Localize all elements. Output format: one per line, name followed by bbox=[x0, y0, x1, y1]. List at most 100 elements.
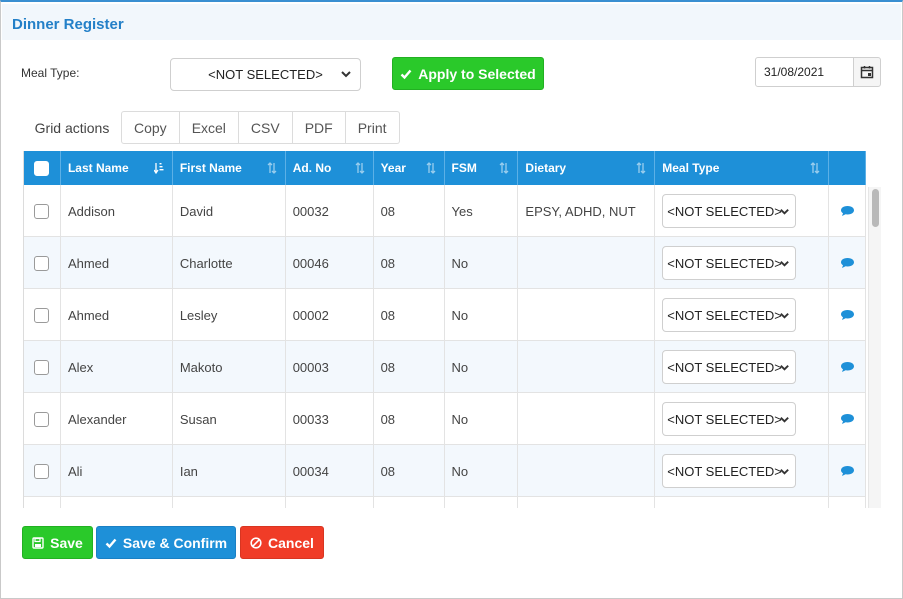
cell-dietary bbox=[518, 289, 656, 341]
copy-button[interactable]: Copy bbox=[121, 111, 180, 144]
sort-icon bbox=[810, 162, 820, 174]
save-confirm-button[interactable]: Save & Confirm bbox=[96, 526, 236, 559]
apply-to-selected-label: Apply to Selected bbox=[418, 65, 536, 82]
students-grid: Last Name First Name Ad. No Year FSM Die… bbox=[23, 151, 866, 508]
meal-type-select[interactable]: <NOT SELECTED> bbox=[170, 58, 361, 91]
column-year[interactable]: Year bbox=[374, 151, 445, 185]
apply-to-selected-button[interactable]: Apply to Selected bbox=[392, 57, 544, 90]
row-checkbox[interactable] bbox=[34, 255, 50, 271]
row-meal-type-value: <NOT SELECTED> bbox=[667, 463, 782, 479]
column-first-name[interactable]: First Name bbox=[173, 151, 286, 185]
cell-year: 08 bbox=[374, 237, 445, 289]
cell-first-name: Makoto bbox=[173, 341, 286, 393]
table-row: Ahmed Charlotte 00046 08 No <NOT SELECTE… bbox=[24, 237, 866, 289]
save-button[interactable]: Save bbox=[22, 526, 93, 559]
meal-type-select-value: <NOT SELECTED> bbox=[208, 67, 323, 82]
sort-ascending-icon bbox=[153, 163, 164, 174]
table-row: Alexander Susan 00033 08 No <NOT SELECTE… bbox=[24, 393, 866, 445]
cell-comment bbox=[829, 393, 866, 445]
cell-meal-type: <NOT SELECTED> bbox=[655, 237, 830, 289]
cell-meal-type: <NOT SELECTED> bbox=[655, 445, 830, 497]
row-meal-type-select[interactable]: <NOT SELECTED> bbox=[662, 350, 797, 384]
cell-comment bbox=[829, 289, 866, 341]
cell-dietary bbox=[518, 237, 656, 289]
floppy-disk-icon bbox=[32, 536, 44, 549]
cell-fsm: No bbox=[445, 341, 519, 393]
grid-actions-label: Grid actions bbox=[34, 119, 110, 136]
comment-icon[interactable] bbox=[840, 413, 855, 425]
comment-icon[interactable] bbox=[840, 257, 855, 269]
column-fsm[interactable]: FSM bbox=[445, 151, 519, 185]
cell-comment bbox=[829, 445, 866, 497]
cell-last-name: Alex bbox=[61, 341, 173, 393]
select-all-checkbox[interactable] bbox=[34, 160, 50, 176]
chevron-down-icon bbox=[780, 469, 790, 475]
row-checkbox[interactable] bbox=[34, 307, 50, 323]
scrollbar-thumb[interactable] bbox=[872, 189, 879, 227]
row-checkbox[interactable] bbox=[34, 359, 50, 375]
sort-icon bbox=[267, 162, 277, 174]
cell-last-name bbox=[61, 497, 173, 508]
row-select-cell bbox=[24, 497, 61, 508]
table-row: Ahmed Lesley 00002 08 No <NOT SELECTED> bbox=[24, 289, 866, 341]
column-label: First Name bbox=[179, 161, 242, 175]
row-meal-type-select[interactable]: <NOT SELECTED> bbox=[662, 454, 797, 488]
chevron-down-icon bbox=[780, 209, 790, 215]
cell-last-name: Ali bbox=[61, 445, 173, 497]
row-checkbox[interactable] bbox=[34, 411, 50, 427]
cell-meal-type bbox=[655, 497, 830, 508]
row-select-cell bbox=[24, 185, 61, 237]
row-meal-type-select[interactable]: <NOT SELECTED> bbox=[662, 298, 797, 332]
column-meal-type[interactable]: Meal Type bbox=[655, 151, 830, 185]
chevron-down-icon bbox=[780, 417, 790, 423]
row-checkbox[interactable] bbox=[34, 463, 50, 479]
cell-comment bbox=[829, 185, 866, 237]
cell-ad-no: 00046 bbox=[286, 237, 374, 289]
cell-fsm: Yes bbox=[445, 185, 519, 237]
cell-year: 08 bbox=[374, 341, 445, 393]
print-button[interactable]: Print bbox=[345, 111, 400, 144]
grid-scrollbar[interactable] bbox=[868, 187, 881, 508]
comment-icon[interactable] bbox=[840, 205, 855, 217]
column-dietary[interactable]: Dietary bbox=[518, 151, 656, 185]
csv-button[interactable]: CSV bbox=[238, 111, 293, 144]
calendar-button[interactable] bbox=[853, 57, 881, 87]
column-label: Meal Type bbox=[662, 161, 720, 175]
save-confirm-label: Save & Confirm bbox=[122, 534, 228, 551]
row-meal-type-select[interactable]: <NOT SELECTED> bbox=[662, 402, 797, 436]
column-ad-no[interactable]: Ad. No bbox=[286, 151, 374, 185]
row-meal-type-select[interactable]: <NOT SELECTED> bbox=[662, 246, 797, 280]
column-label: Year bbox=[380, 161, 406, 175]
comment-icon[interactable] bbox=[840, 361, 855, 373]
column-last-name[interactable]: Last Name bbox=[61, 151, 173, 185]
table-row bbox=[24, 497, 866, 508]
dialog-title: Dinner Register bbox=[12, 16, 124, 33]
sort-icon bbox=[499, 162, 509, 174]
cell-dietary bbox=[518, 497, 656, 508]
row-meal-type-value: <NOT SELECTED> bbox=[667, 307, 782, 323]
cell-first-name: Susan bbox=[173, 393, 286, 445]
row-meal-type-select[interactable]: <NOT SELECTED> bbox=[662, 194, 797, 228]
chevron-down-icon bbox=[780, 261, 790, 267]
row-checkbox[interactable] bbox=[34, 203, 50, 219]
cell-year: 08 bbox=[374, 185, 445, 237]
cell-year: 08 bbox=[374, 393, 445, 445]
cell-fsm: No bbox=[445, 393, 519, 445]
excel-button[interactable]: Excel bbox=[179, 111, 239, 144]
cell-meal-type: <NOT SELECTED> bbox=[655, 185, 830, 237]
cancel-button[interactable]: Cancel bbox=[240, 526, 324, 559]
dialog-titlebar: Dinner Register bbox=[2, 4, 901, 40]
cell-ad-no: 00002 bbox=[286, 289, 374, 341]
save-label: Save bbox=[50, 534, 83, 551]
comment-icon[interactable] bbox=[840, 465, 855, 477]
date-input[interactable]: 31/08/2021 bbox=[755, 57, 854, 87]
column-label: FSM bbox=[451, 161, 477, 175]
header-select-all-cell bbox=[24, 151, 61, 185]
comment-icon[interactable] bbox=[840, 309, 855, 321]
cell-last-name: Alexander bbox=[61, 393, 173, 445]
column-label: Last Name bbox=[67, 161, 129, 175]
pdf-button[interactable]: PDF bbox=[292, 111, 346, 144]
cell-ad-no bbox=[286, 497, 374, 508]
check-icon bbox=[400, 69, 412, 79]
chevron-down-icon bbox=[341, 71, 351, 78]
